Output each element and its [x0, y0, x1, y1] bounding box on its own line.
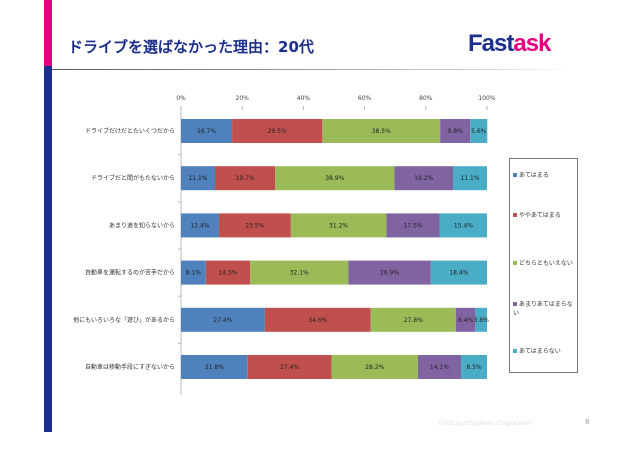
legend-item: あまりあてはまらない	[513, 300, 577, 318]
bar-segment	[232, 119, 323, 143]
data-label: 8.1%	[186, 270, 202, 277]
bar-segment	[218, 213, 291, 238]
data-label: 31.2%	[329, 222, 348, 229]
legend-swatch	[513, 302, 517, 306]
data-label: 28.2%	[365, 364, 384, 371]
bar-segment	[205, 260, 251, 285]
category-label: あまり道を知らないから	[109, 221, 175, 229]
data-label: 21.8%	[205, 364, 224, 371]
legend-item: どちらともいえない	[513, 259, 577, 268]
data-label: 38.9%	[325, 175, 344, 182]
bar-segment	[290, 213, 387, 238]
data-label: 19.2%	[414, 175, 433, 182]
bar-segment	[453, 166, 487, 191]
data-label: 15.4%	[454, 222, 473, 229]
title-divider	[52, 69, 572, 70]
chart-legend: あてはまるややあてはまるどちらともいえないあまりあてはまらないあてはまらない	[509, 158, 578, 373]
legend-item: ややあてはまる	[513, 211, 577, 220]
legend-label: あまりあてはまらない	[513, 301, 573, 317]
legend-swatch	[513, 213, 517, 217]
legend-item: あてはまらない	[513, 347, 577, 356]
data-label: 23.5%	[245, 222, 264, 229]
bar-segment	[394, 166, 454, 191]
data-label: 32.1%	[290, 270, 309, 277]
data-label: 26.9%	[380, 270, 399, 277]
bar-segment	[181, 260, 206, 285]
bar-segment	[181, 355, 248, 379]
legend-swatch	[513, 349, 517, 353]
bar-segment	[460, 355, 487, 379]
page-number: 8	[585, 418, 590, 426]
bar-segment	[247, 355, 332, 379]
data-label: 11.1%	[460, 175, 479, 182]
bar-segment	[475, 307, 487, 332]
accent-bar-pink	[44, 0, 52, 66]
bar-segment	[181, 119, 233, 143]
data-label: 9.8%	[448, 128, 464, 135]
x-tick-label: 0%	[176, 95, 186, 102]
category-label: 他にもいろいろな「遊び」があるから	[73, 316, 175, 324]
bar-segment	[440, 119, 471, 143]
bar-segment	[250, 260, 349, 285]
data-label: 18.4%	[449, 270, 468, 277]
data-label: 3.8%	[474, 317, 490, 324]
category-label: 自動車を運転するのが苦手だから	[85, 269, 175, 277]
x-tick-label: 20%	[236, 95, 250, 102]
category-label: 自動車は移動手段にすぎないから	[85, 363, 175, 371]
bar-segment	[386, 213, 440, 238]
bar-segment	[439, 213, 487, 238]
data-label: 11.1%	[188, 175, 207, 182]
legend-swatch	[513, 261, 517, 265]
fastask-logo: Fastask	[468, 30, 551, 58]
bar-segment	[455, 307, 476, 332]
x-tick-label: 100%	[478, 95, 495, 102]
data-label: 34.6%	[308, 317, 327, 324]
bar-segment	[264, 307, 371, 332]
data-label: 8.5%	[466, 364, 482, 371]
accent-bar-blue	[44, 66, 52, 432]
bar-segment	[370, 307, 456, 332]
data-label: 38.5%	[372, 128, 391, 135]
logo-part1: Fast	[468, 30, 514, 57]
bar-segment	[348, 260, 431, 285]
legend-label: どちらともいえない	[519, 260, 573, 267]
bar-segment	[181, 307, 265, 332]
copyright: ©2013JustSystems Corporation	[437, 420, 533, 427]
bar-segment	[417, 355, 461, 379]
page-title: ドライブを選ばなかった理由：20代	[68, 38, 314, 56]
legend-item: あてはまる	[513, 171, 577, 180]
category-label: ドライブだと間がもたないから	[91, 174, 175, 182]
data-label: 27.8%	[404, 317, 423, 324]
legend-label: ややあてはまる	[519, 212, 561, 219]
bar-segment	[181, 213, 219, 238]
legend-label: あてはまらない	[519, 348, 561, 355]
x-tick-label: 80%	[419, 95, 433, 102]
data-label: 12.4%	[190, 222, 209, 229]
data-label: 14.1%	[430, 364, 449, 371]
data-label: 17.5%	[404, 222, 423, 229]
data-label: 29.5%	[268, 128, 287, 135]
bar-segment	[275, 166, 395, 191]
bar-segment	[322, 119, 441, 143]
category-label: ドライブだけだとたいくつだから	[85, 127, 175, 135]
bar-segment	[430, 260, 487, 285]
data-label: 6.4%	[458, 317, 474, 324]
bar-segment	[470, 119, 488, 143]
bar-segment	[214, 166, 276, 191]
x-tick-label: 60%	[358, 95, 372, 102]
bar-segment	[181, 166, 215, 191]
data-label: 16.7%	[197, 128, 216, 135]
data-label: 19.7%	[236, 175, 255, 182]
data-label: 14.5%	[218, 270, 237, 277]
x-tick-label: 40%	[297, 95, 311, 102]
logo-part2: ask	[513, 30, 551, 57]
legend-swatch	[513, 173, 517, 177]
data-label: 27.4%	[213, 317, 232, 324]
data-label: 27.4%	[280, 364, 299, 371]
legend-label: あてはまる	[519, 172, 549, 179]
bar-segment	[331, 355, 418, 379]
data-label: 5.6%	[471, 128, 487, 135]
